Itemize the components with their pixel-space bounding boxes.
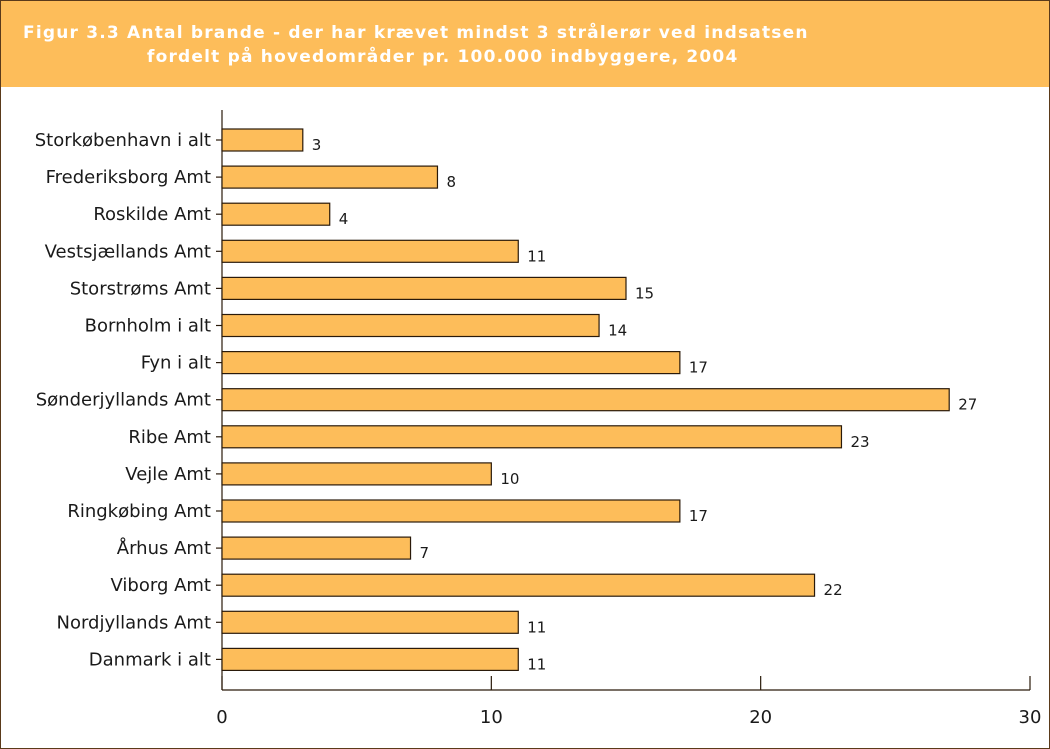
value-label: 14 <box>608 322 627 340</box>
x-tick-label: 20 <box>749 707 772 728</box>
title-band: Figur 3.3 Antal brande - der har krævet … <box>1 1 1049 87</box>
value-label: 11 <box>527 655 546 673</box>
category-label: Viborg Amt <box>111 575 212 596</box>
category-label: Århus Amt <box>117 537 211 559</box>
bar <box>221 536 412 560</box>
bar <box>221 239 519 263</box>
bar <box>221 573 816 597</box>
value-label: 10 <box>500 470 519 488</box>
category-label: Storkøbenhavn i alt <box>35 130 211 151</box>
bar <box>221 499 681 523</box>
value-label: 3 <box>312 136 322 154</box>
category-label: Vestsjællands Amt <box>45 241 211 262</box>
category-label: Storstrøms Amt <box>70 278 211 299</box>
bar <box>221 462 492 486</box>
bar <box>221 313 600 338</box>
category-label: Ringkøbing Amt <box>67 501 211 522</box>
value-label: 11 <box>527 247 546 265</box>
value-label: 17 <box>689 359 708 377</box>
bar <box>221 425 843 449</box>
bar <box>221 165 439 189</box>
value-label: 17 <box>689 507 708 525</box>
bar <box>221 351 681 375</box>
value-label: 4 <box>339 210 349 228</box>
category-label: Roskilde Amt <box>93 204 211 225</box>
value-label: 23 <box>850 433 869 451</box>
bar <box>221 388 950 412</box>
x-tick-label: 0 <box>216 707 227 728</box>
bar <box>221 202 331 226</box>
x-tick-label: 30 <box>1019 707 1042 728</box>
value-label: 7 <box>420 544 430 562</box>
value-label: 27 <box>958 396 977 414</box>
category-label: Bornholm i alt <box>85 316 211 337</box>
chart-title-line-1: Figur 3.3 Antal brande - der har krævet … <box>23 23 809 43</box>
category-label: Frederiksborg Amt <box>46 167 211 188</box>
chart-title-line-2: fordelt på hovedområder pr. 100.000 indb… <box>147 47 739 67</box>
bar <box>221 647 519 672</box>
category-label: Danmark i alt <box>89 649 211 670</box>
bar <box>221 276 627 300</box>
value-label: 22 <box>824 581 843 599</box>
x-tick-label: 10 <box>480 707 503 728</box>
bar <box>221 610 519 634</box>
bar <box>221 128 304 152</box>
category-label: Nordjyllands Amt <box>56 612 211 633</box>
value-label: 11 <box>527 618 546 636</box>
category-label: Vejle Amt <box>125 464 211 485</box>
category-label: Sønderjyllands Amt <box>36 390 211 411</box>
value-label: 8 <box>446 173 456 191</box>
category-label: Ribe Amt <box>128 427 211 448</box>
value-label: 15 <box>635 284 654 302</box>
category-label: Fyn i alt <box>141 353 211 374</box>
